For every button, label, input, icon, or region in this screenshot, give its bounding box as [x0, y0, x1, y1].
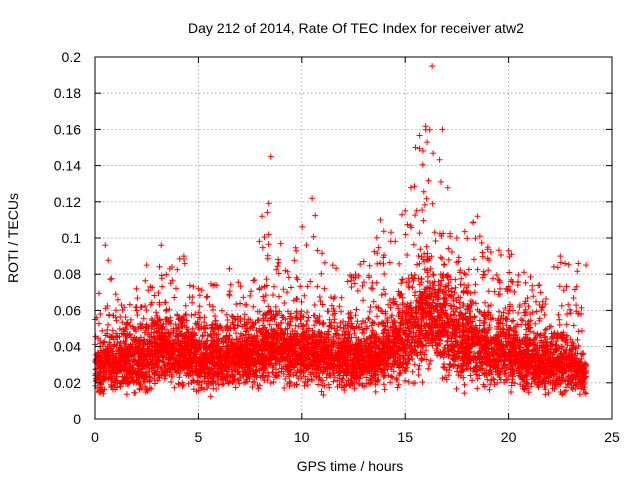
plot-frame [94, 56, 613, 420]
x-tick-label: 15 [397, 429, 413, 445]
x-tick-label: 0 [91, 429, 99, 445]
y-tick-label: 0.12 [54, 194, 81, 210]
y-axis-label: ROTI / TECUs [5, 193, 21, 283]
grid-lines [95, 57, 612, 419]
y-tick-label: 0.02 [54, 375, 81, 391]
x-tick-labels: 0 5 10 15 20 25 [91, 429, 620, 445]
x-tick-label: 25 [604, 429, 620, 445]
chart-title: Day 212 of 2014, Rate Of TEC Index for r… [188, 20, 524, 36]
roti-series-markers [92, 63, 590, 400]
y-tick-label: 0.1 [62, 230, 82, 246]
y-tick-label: 0.18 [54, 85, 81, 101]
y-tick-labels: 0 0.02 0.04 0.06 0.08 0.1 0.12 0.14 0.16 0.18 0.2 [54, 49, 81, 427]
y-tick-label: 0.04 [54, 339, 81, 355]
y-tick-label: 0 [73, 411, 81, 427]
y-tick-label: 0.2 [62, 49, 82, 65]
x-tick-label: 5 [195, 429, 203, 445]
y-tick-label: 0.14 [54, 158, 81, 174]
x-tick-label: 20 [501, 429, 517, 445]
y-tick-label: 0.16 [54, 121, 81, 137]
data-points [92, 63, 590, 400]
x-tick-label: 10 [294, 429, 310, 445]
y-tick-label: 0.08 [54, 266, 81, 282]
x-axis-label: GPS time / hours [297, 458, 404, 474]
y-tick-label: 0.06 [54, 302, 81, 318]
